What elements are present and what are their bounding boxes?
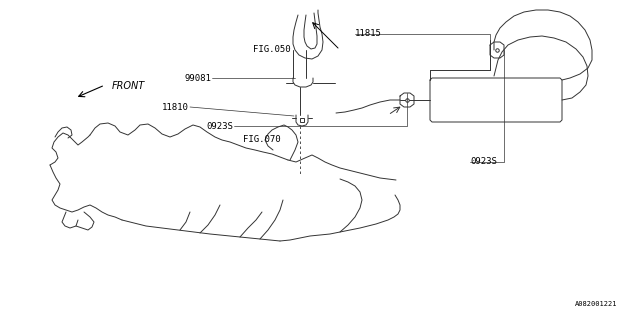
- Text: 11815: 11815: [355, 29, 382, 38]
- Text: 0923S: 0923S: [470, 157, 497, 166]
- Text: 11810: 11810: [162, 103, 189, 112]
- Text: A082001221: A082001221: [575, 301, 618, 307]
- Text: FRONT: FRONT: [112, 81, 145, 92]
- Text: 99081: 99081: [184, 74, 211, 83]
- Text: FIG.050: FIG.050: [253, 45, 291, 54]
- Text: 0923S: 0923S: [207, 122, 234, 131]
- Text: FIG.070: FIG.070: [243, 135, 281, 144]
